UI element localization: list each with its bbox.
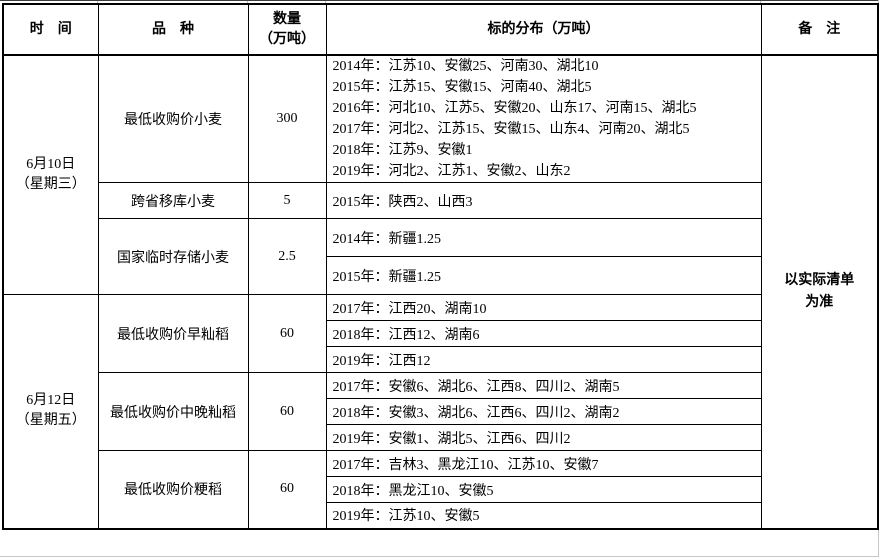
auction-schedule-table: 时 间 品 种 数量 （万吨） 标的分布（万吨） 备 注 6月10日 （星期三）… xyxy=(2,3,879,530)
distribution-cell-temp-2014: 2014年：新疆1.25 xyxy=(325,218,762,257)
table-row: 2019年：安徽1、湖北5、江西6、四川2 xyxy=(3,424,878,451)
distribution-cell-japonica-2017: 2017年：吉林3、黑龙江10、江苏10、安徽7 xyxy=(325,450,762,477)
col-header-distribution: 标的分布（万吨） xyxy=(325,3,762,56)
distribution-line-2017: 2017年：河北2、江苏15、安徽15、山东4、河南20、湖北5 xyxy=(332,122,690,137)
table-row: 2018年：安徽3、湖北6、江西6、四川2、湖南2 xyxy=(3,398,878,425)
distribution-cell-mid-late-2017: 2017年：安徽6、湖北6、江西8、四川2、湖南5 xyxy=(325,372,762,399)
distribution-cell-mid-late-2018: 2018年：安徽3、湖北6、江西6、四川2、湖南2 xyxy=(325,398,762,425)
table-row: 最低收购价中晚籼稻 60 2017年：安徽6、湖北6、江西8、四川2、湖南5 xyxy=(3,372,878,451)
distribution-line-2016: 2016年：河北10、江苏5、安徽20、山东17、河南15、湖北5 xyxy=(332,101,697,116)
gridline-stub-col2 xyxy=(247,1,248,4)
col-header-quantity: 数量 （万吨） xyxy=(247,3,327,56)
gridline-stub-col3 xyxy=(325,1,326,4)
variety-cell-mid-late-indica-rice: 最低收购价中晚籼稻 xyxy=(97,372,249,451)
distribution-line-2018: 2018年：江苏9、安徽1 xyxy=(332,143,473,158)
quantity-cell-cross-province-wheat: 5 xyxy=(247,182,327,219)
distribution-line-2015: 2015年：江苏15、安徽15、河南40、湖北5 xyxy=(332,80,592,95)
distribution-cell-japonica-2018: 2018年：黑龙江10、安徽5 xyxy=(325,476,762,503)
distribution-cell-japonica-2019: 2019年：江苏10、安徽5 xyxy=(325,502,762,529)
distribution-cell-early-indica-2018: 2018年：江西12、湖南6 xyxy=(325,320,762,347)
variety-cell-temp-storage-wheat: 国家临时存储小麦 xyxy=(97,218,249,295)
col-header-time: 时 间 xyxy=(2,3,99,56)
date-cell-jun10: 6月10日 （星期三） xyxy=(2,54,99,295)
gridline-stub-col4 xyxy=(760,1,761,4)
quantity-cell-japonica-rice: 60 xyxy=(247,450,327,529)
variety-cell-min-price-wheat: 最低收购价小麦 xyxy=(97,54,249,183)
table-row: 跨省移库小麦 5 2015年：陕西2、山西3 xyxy=(3,182,878,219)
gridline-stub-col1 xyxy=(97,1,98,4)
table-row: 2018年：黑龙江10、安徽5 xyxy=(3,476,878,503)
distribution-cell-early-indica-2019: 2019年：江西12 xyxy=(325,346,762,373)
screen-top-edge-line xyxy=(0,0,879,1)
table-row: 2018年：江西12、湖南6 xyxy=(3,320,878,347)
table-row: 最低收购价粳稻 60 2017年：吉林3、黑龙江10、江苏10、安徽7 xyxy=(3,450,878,529)
remark-cell: 以实际清单 为准 xyxy=(760,54,879,529)
quantity-cell-mid-late-indica-rice: 60 xyxy=(247,372,327,451)
table-row: 2015年：新疆1.25 xyxy=(3,256,878,295)
col-header-variety: 品 种 xyxy=(97,3,249,56)
header-row: 时 间 品 种 数量 （万吨） 标的分布（万吨） 备 注 xyxy=(2,3,879,56)
date-cell-jun12: 6月12日 （星期五） xyxy=(2,294,99,529)
table-row: 2019年：江苏10、安徽5 xyxy=(3,502,878,529)
quantity-cell-wheat: 300 xyxy=(247,54,327,183)
col-header-remark: 备 注 xyxy=(760,3,879,56)
distribution-cell-early-indica-2017: 2017年：江西20、湖南10 xyxy=(325,294,762,321)
table-row: 国家临时存储小麦 2.5 2014年：新疆1.25 xyxy=(3,218,878,295)
distribution-cell-cross-province-2015: 2015年：陕西2、山西3 xyxy=(325,182,762,219)
quantity-cell-early-indica-rice: 60 xyxy=(247,294,327,373)
variety-cell-early-indica-rice: 最低收购价早籼稻 xyxy=(97,294,249,373)
variety-cell-japonica-rice: 最低收购价粳稻 xyxy=(97,450,249,529)
variety-cell-cross-province-wheat: 跨省移库小麦 xyxy=(97,182,249,219)
table-row: 6月12日 （星期五） 最低收购价早籼稻 60 2017年：江西20、湖南10 xyxy=(2,294,878,529)
quantity-cell-temp-storage-wheat: 2.5 xyxy=(247,218,327,295)
distribution-cell-wheat: 2014年：江苏10、安徽25、河南30、湖北10 2015年：江苏15、安徽1… xyxy=(325,54,762,183)
table-row: 6月10日 （星期三） 最低收购价小麦 300 2014年：江苏10、安徽25、… xyxy=(2,54,879,529)
distribution-cell-mid-late-2019: 2019年：安徽1、湖北5、江西6、四川2 xyxy=(325,424,762,451)
distribution-line-2019: 2019年：河北2、江苏1、安徽2、山东2 xyxy=(332,164,571,179)
distribution-cell-temp-2015: 2015年：新疆1.25 xyxy=(325,256,762,295)
distribution-line-2014: 2014年：江苏10、安徽25、河南30、湖北10 xyxy=(332,59,599,74)
